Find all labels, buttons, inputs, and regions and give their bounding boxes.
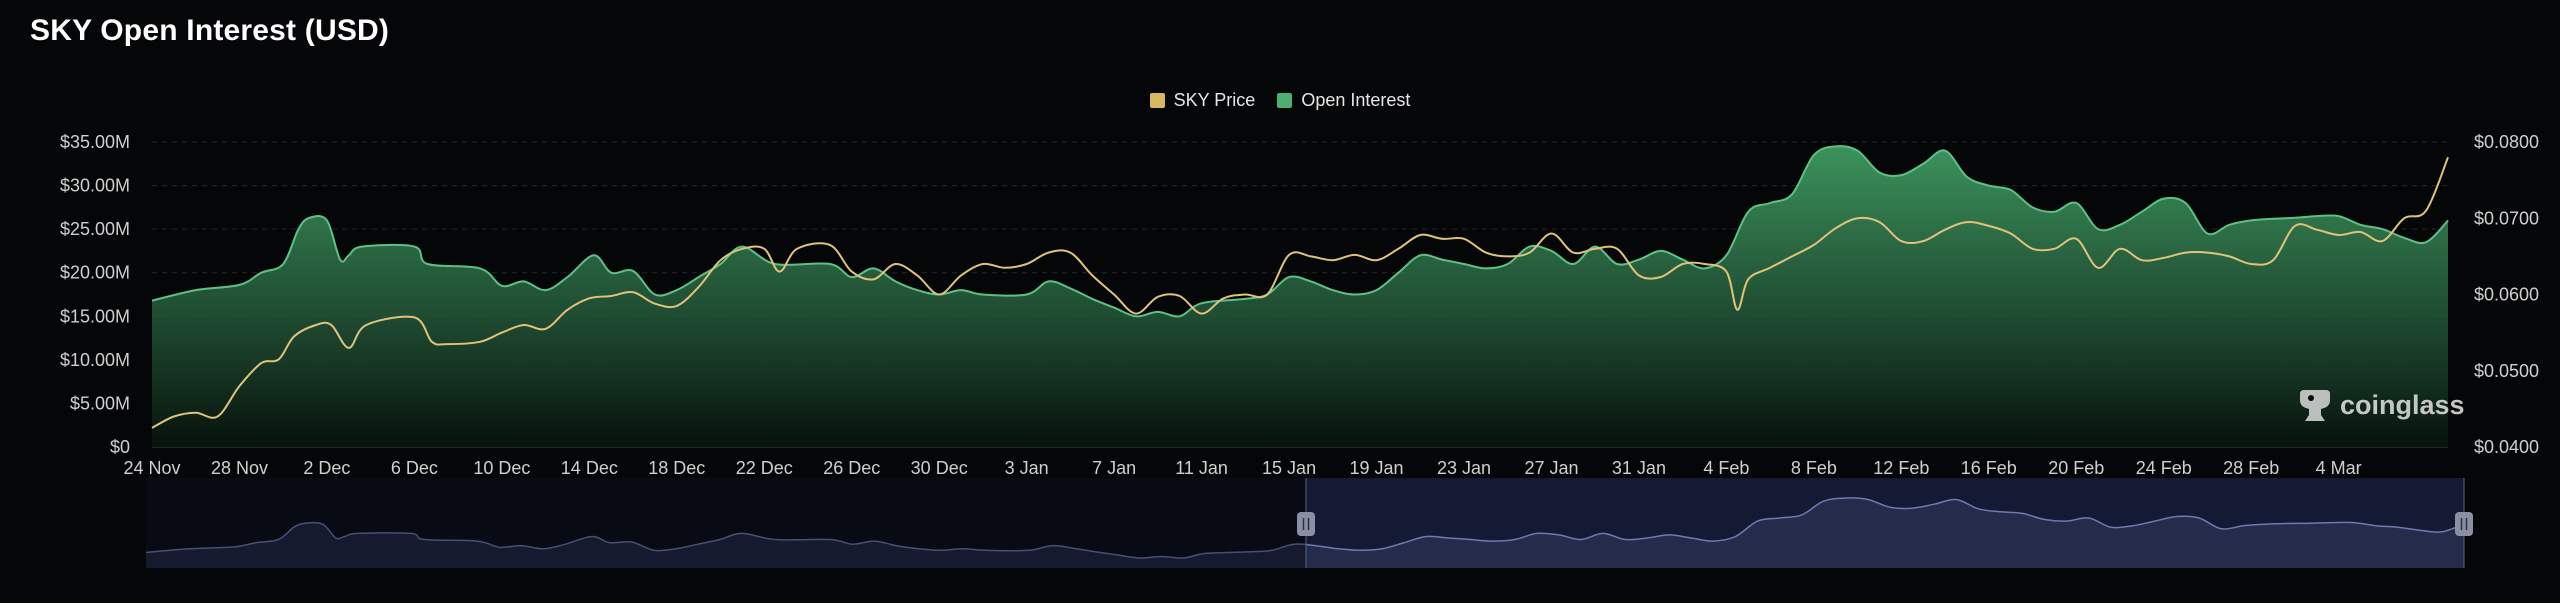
navigator-handle-right[interactable] (2455, 512, 2473, 536)
navigator-line (145, 497, 2465, 559)
x-tick-label: 30 Dec (911, 458, 968, 478)
x-tick-label: 11 Jan (1175, 458, 1228, 478)
x-tick-label: 23 Jan (1437, 458, 1491, 478)
x-tick-label: 27 Jan (1524, 458, 1578, 478)
legend-item-open-interest[interactable]: Open Interest (1277, 90, 1410, 111)
y-right-tick-label: $0.0600 (2474, 285, 2539, 305)
x-tick-label: 24 Feb (2136, 458, 2192, 478)
y-right-tick-label: $0.0400 (2474, 437, 2539, 457)
y-right-tick-label: $0.0500 (2474, 361, 2539, 381)
x-tick-label: 24 Nov (123, 458, 180, 478)
y-right-tick-label: $0.0700 (2474, 208, 2539, 228)
x-tick-label: 28 Feb (2223, 458, 2279, 478)
coinglass-watermark: coinglass (2298, 386, 2465, 424)
coinglass-logo-icon (2300, 390, 2330, 421)
x-tick-label: 10 Dec (473, 458, 530, 478)
x-tick-label: 6 Dec (391, 458, 438, 478)
y-left-tick-label: $5.00M (70, 393, 130, 413)
x-tick-label: 22 Dec (736, 458, 793, 478)
x-tick-label: 7 Jan (1092, 458, 1136, 478)
navigator-area (146, 497, 2464, 568)
legend-label-sky-price: SKY Price (1173, 90, 1256, 110)
x-tick-label: 28 Nov (211, 458, 268, 478)
open-interest-area[interactable] (152, 146, 2448, 447)
legend-swatch-open-interest (1277, 93, 1293, 108)
x-tick-label: 3 Jan (1005, 458, 1049, 478)
y-left-tick-label: $30.00M (60, 176, 130, 196)
y-left-tick-label: $0 (110, 437, 130, 457)
y-right-tick-label: $0.0800 (2474, 132, 2539, 152)
x-tick-label: 15 Jan (1262, 458, 1316, 478)
x-tick-label: 4 Feb (1703, 458, 1749, 478)
legend: SKY Price Open Interest (0, 90, 2560, 111)
x-tick-label: 26 Dec (823, 458, 880, 478)
x-tick-label: 2 Dec (303, 458, 350, 478)
navigator-unselected-mask (146, 478, 1306, 568)
legend-item-sky-price[interactable]: SKY Price (1149, 90, 1256, 111)
legend-swatch-sky-price (1149, 93, 1165, 108)
x-tick-label: 14 Dec (561, 458, 618, 478)
x-tick-label: 4 Mar (2316, 458, 2362, 478)
sky-price-line[interactable] (151, 156, 2449, 429)
x-tick-label: 31 Jan (1612, 458, 1666, 478)
open-interest-line[interactable] (151, 145, 2449, 318)
chart-title: SKY Open Interest (USD) (30, 14, 390, 47)
navigator-handle-left[interactable] (1297, 512, 1315, 536)
x-tick-label: 12 Feb (1873, 458, 1929, 478)
y-left-tick-label: $15.00M (60, 306, 130, 326)
legend-label-open-interest: Open Interest (1301, 90, 1411, 110)
y-left-tick-label: $35.00M (60, 132, 130, 152)
y-left-tick-label: $10.00M (60, 350, 130, 370)
y-left-tick-label: $25.00M (60, 219, 130, 239)
x-tick-label: 20 Feb (2048, 458, 2104, 478)
x-tick-label: 8 Feb (1791, 458, 1837, 478)
x-tick-label: 18 Dec (648, 458, 705, 478)
watermark-label: coinglass (2340, 389, 2465, 420)
x-tick-label: 19 Jan (1350, 458, 1404, 478)
x-tick-label: 16 Feb (1961, 458, 2017, 478)
y-left-tick-label: $20.00M (60, 263, 130, 283)
